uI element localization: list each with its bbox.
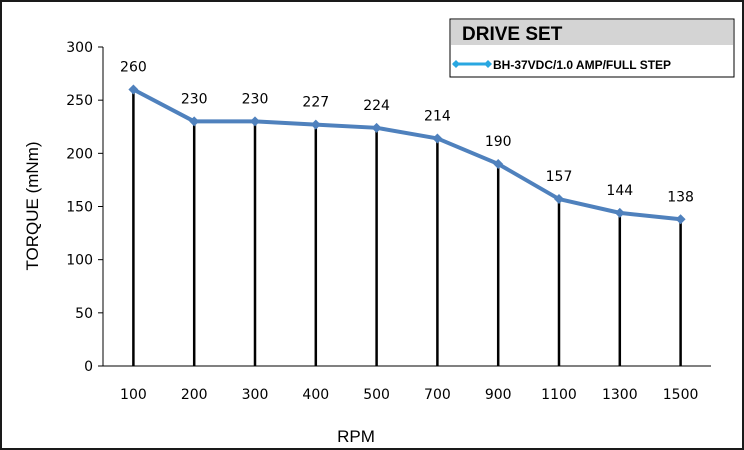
data-label: 260 [120, 60, 147, 76]
y-tick-label: 0 [84, 359, 93, 375]
data-point [189, 116, 200, 127]
y-tick-label: 200 [66, 146, 93, 162]
series-line [132, 87, 681, 222]
legend-title: DRIVE SET [462, 24, 563, 45]
data-label: 138 [667, 189, 694, 205]
legend: DRIVE SET BH-37VDC/1.0 AMP/FULL STEP [449, 18, 735, 78]
data-point [554, 194, 564, 205]
legend-marker-left [452, 60, 460, 68]
y-tick-label: 150 [66, 200, 93, 216]
data-label: 224 [363, 98, 390, 114]
x-tick-label: 100 [120, 387, 147, 403]
data-labels: 260 230 230 227 224 214 190 157 144 138 [120, 60, 694, 206]
y-axis-ticks: 0 50 100 150 200 250 300 [66, 40, 103, 375]
data-point [371, 122, 382, 133]
series-group [128, 84, 686, 225]
data-label: 144 [606, 183, 633, 199]
y-tick-label: 300 [66, 40, 93, 56]
data-point [493, 158, 504, 169]
y-tick-label: 100 [66, 253, 93, 269]
data-label: 230 [181, 91, 208, 107]
data-point [675, 214, 686, 225]
drop-lines [132, 89, 682, 366]
x-tick-label: 1500 [663, 387, 699, 403]
y-tick-label: 50 [75, 306, 93, 322]
x-tick-label: 300 [242, 387, 269, 403]
y-tick-label: 250 [66, 93, 93, 109]
x-tick-label: 1100 [541, 387, 577, 403]
data-label: 190 [485, 134, 512, 150]
x-tick-label: 700 [424, 387, 451, 403]
legend-title-band [451, 20, 733, 45]
data-point [250, 116, 260, 127]
data-point [128, 84, 139, 95]
x-tick-label: 400 [302, 387, 329, 403]
data-label: 227 [302, 95, 329, 111]
data-point [614, 207, 625, 218]
x-tick-label: 500 [363, 387, 390, 403]
data-label: 230 [242, 91, 269, 107]
x-axis-title: RPM [337, 427, 375, 446]
y-axis-title: TORQUE (mNm) [23, 141, 42, 270]
data-label: 214 [424, 108, 451, 124]
x-tick-label: 1300 [602, 387, 638, 403]
x-tick-label: 900 [485, 387, 512, 403]
x-tick-label: 200 [181, 387, 208, 403]
data-point [432, 133, 443, 144]
x-axis-ticks: 100 200 300 400 500 700 900 1100 1300 1500 [120, 387, 698, 403]
data-point [310, 119, 321, 130]
legend-series-label: BH-37VDC/1.0 AMP/FULL STEP [493, 58, 671, 72]
data-label: 157 [546, 169, 573, 185]
legend-marker-right [484, 60, 492, 68]
